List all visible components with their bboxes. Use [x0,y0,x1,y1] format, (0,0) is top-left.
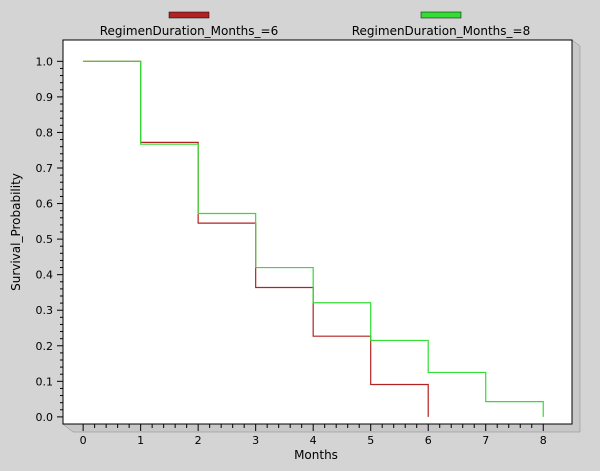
x-tick-label: 1 [137,434,144,447]
y-tick-label: 0.7 [36,162,54,175]
y-tick-label: 0.0 [36,411,54,424]
series-layer [83,60,544,417]
x-tick-label: 7 [482,434,489,447]
x-tick-label: 6 [425,434,432,447]
y-axis: 0.0 0.1 0.2 0.3 0.4 0.5 0.6 0.7 0.8 0.9 1.0 [36,55,63,424]
plot-area [62,39,573,425]
legend-label-regimen-8: RegimenDuration_Months_=8 [352,24,530,38]
legend-swatch-regimen-8 [420,11,462,19]
legend-swatch-regimen-6 [168,11,210,19]
legend: RegimenDuration_Months_=6 RegimenDuratio… [100,11,530,38]
x-axis: 0 1 2 3 4 5 6 7 8 [80,424,547,447]
x-tick-label: 2 [195,434,202,447]
y-tick-label: 0.1 [36,375,54,388]
series-line-regimen-8 [83,60,544,417]
x-tick-label: 5 [367,434,374,447]
y-tick-label: 0.8 [36,126,54,139]
y-tick-label: 0.3 [36,304,54,317]
x-tick-label: 0 [80,434,87,447]
y-tick-label: 0.2 [36,340,54,353]
x-axis-title: Months [294,448,338,462]
y-axis-title: Survival_Probability [9,173,23,291]
x-tick-label: 8 [540,434,547,447]
y-tick-label: 0.6 [36,198,54,211]
x-tick-label: 4 [310,434,317,447]
y-tick-label: 0.5 [36,233,54,246]
y-tick-label: 0.4 [36,269,54,282]
y-tick-label: 0.9 [36,91,54,104]
legend-label-regimen-6: RegimenDuration_Months_=6 [100,24,278,38]
y-tick-label: 1.0 [36,55,54,68]
x-tick-label: 3 [252,434,259,447]
